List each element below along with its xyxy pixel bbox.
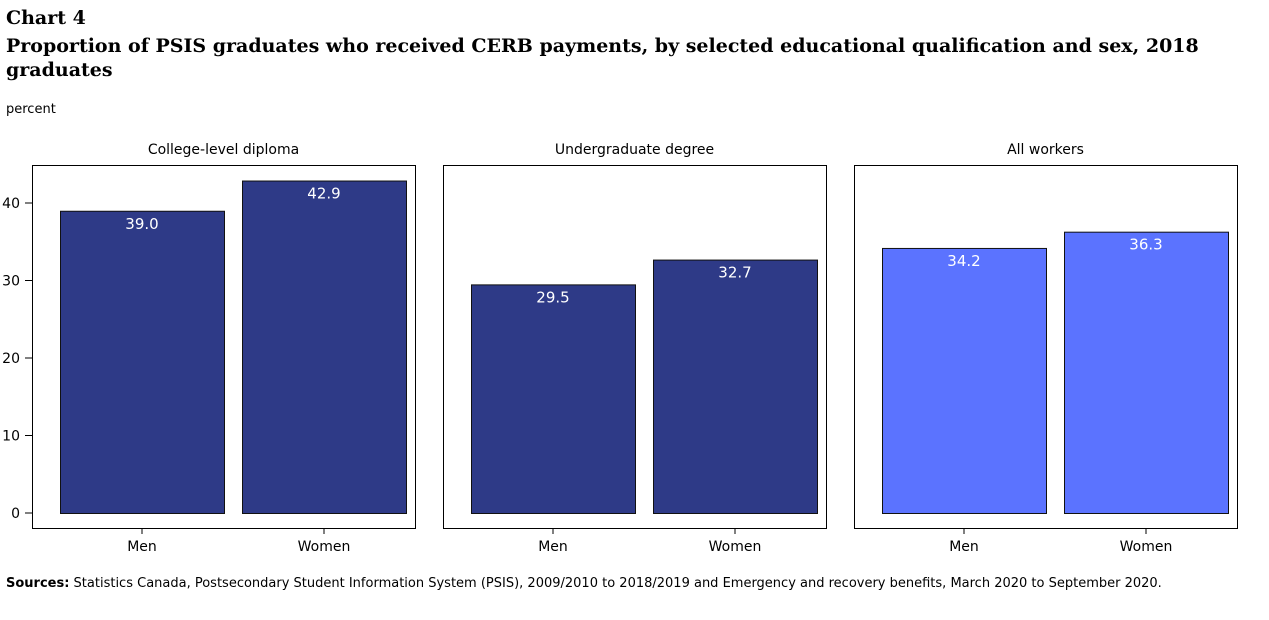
panel-title-college-level-diploma: College-level diploma — [148, 142, 299, 158]
chart-label: Chart 4 — [6, 7, 86, 29]
data-label: 36.3 — [1129, 236, 1162, 254]
x-tick-label: Women — [709, 539, 762, 555]
data-label: 39.0 — [125, 215, 158, 233]
y-tick-label: 40 — [2, 196, 20, 212]
x-tick-label: Men — [127, 539, 157, 555]
data-label: 32.7 — [718, 264, 751, 282]
sources-note: Sources: Statistics Canada, Postsecondar… — [6, 576, 1256, 592]
bar-undergraduate-degree-men — [471, 284, 636, 514]
data-label: 29.5 — [536, 288, 569, 306]
panel-frame — [32, 165, 416, 529]
sources-label: Sources: — [6, 576, 70, 591]
panel-title-all-workers: All workers — [1007, 142, 1084, 158]
panel-frame — [443, 165, 827, 529]
chart-title: Proportion of PSIS graduates who receive… — [6, 35, 1199, 81]
panel-title-undergraduate-degree: Undergraduate degree — [555, 142, 714, 158]
bar-all-workers-men — [882, 247, 1047, 514]
bar-undergraduate-degree-women — [653, 259, 818, 514]
x-tick-label: Men — [538, 539, 568, 555]
sources-text: Statistics Canada, Postsecondary Student… — [69, 576, 1162, 591]
bar-college-level-diploma-men — [60, 210, 225, 514]
y-tick-label: 20 — [2, 351, 20, 367]
x-tick-label: Women — [298, 539, 351, 555]
data-label: 34.2 — [947, 252, 980, 270]
y-tick-label: 0 — [11, 506, 20, 522]
data-label: 42.9 — [307, 185, 340, 203]
y-tick-label: 30 — [2, 274, 20, 290]
bar-chart: 0 10 20 30 40 College-level diploma 39.0 Men 42.… — [2, 142, 1238, 555]
y-tick-label: 10 — [2, 429, 20, 445]
y-axis-unit-label: percent — [6, 102, 56, 117]
panel-frame — [854, 165, 1238, 529]
bar-college-level-diploma-women — [242, 180, 407, 515]
bar-all-workers-women — [1064, 231, 1229, 515]
x-tick-label: Women — [1120, 539, 1173, 555]
x-tick-label: Men — [949, 539, 979, 555]
